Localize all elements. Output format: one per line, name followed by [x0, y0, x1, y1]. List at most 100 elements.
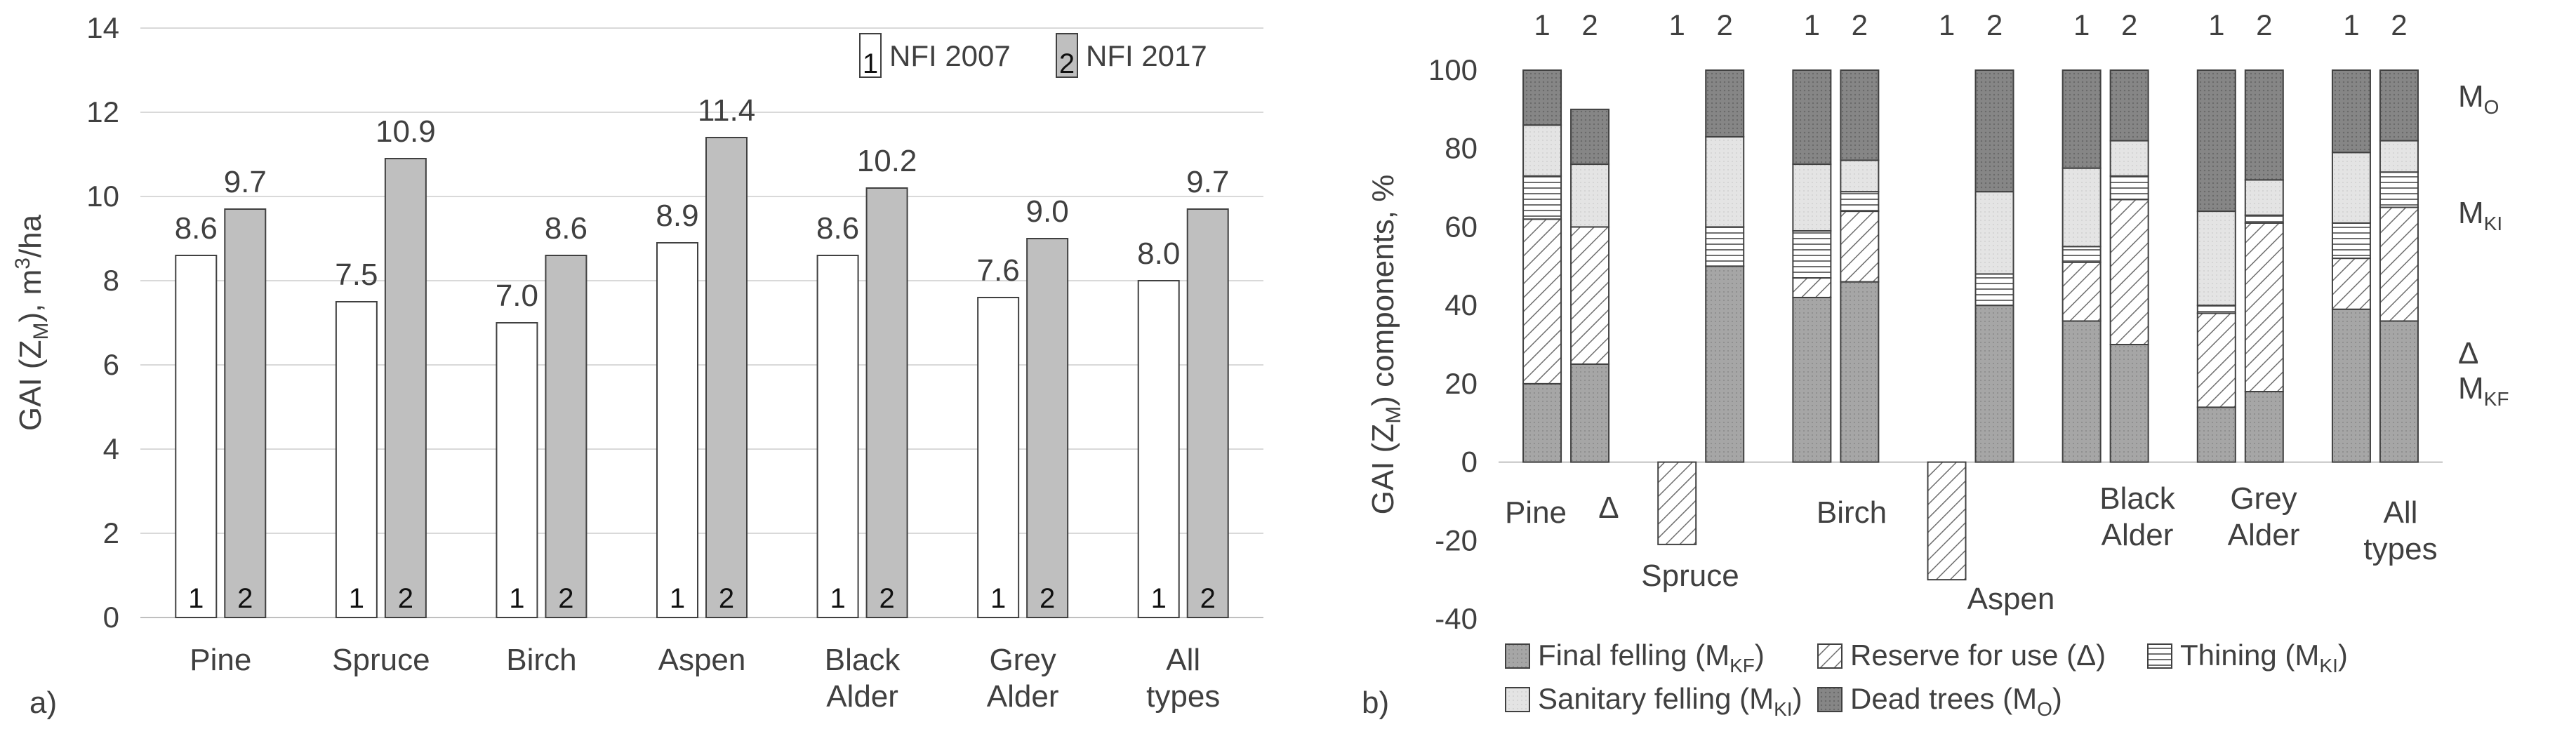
bar-marker: 1 [670, 583, 685, 614]
side-label-final: MKF [2458, 371, 2509, 410]
bar-1 [496, 322, 538, 618]
segment-thinning [2196, 305, 2236, 314]
segment-reserve [1657, 461, 1697, 545]
y-tick-label: 0 [103, 601, 119, 634]
legend-swatch [859, 33, 882, 78]
legend-swatch-dead [1817, 687, 1843, 712]
bar-1 [656, 242, 698, 618]
bar-2 [545, 255, 587, 618]
bar-1 [335, 301, 378, 618]
segment-thinning [2062, 246, 2102, 263]
y-axis-label: GAI (ZM) components, % [1366, 175, 1405, 515]
segment-sanitary [1705, 135, 1745, 228]
y-tick-label: 100 [1428, 53, 1478, 86]
segment-reserve [1570, 226, 1610, 365]
side-label-dead: MO [2458, 79, 2499, 118]
bar-marker: 1 [2343, 8, 2359, 41]
segment-dead [2244, 69, 2284, 181]
y-tick-label: 6 [103, 348, 119, 381]
segment-thinning [1792, 230, 1832, 279]
segment-final [1840, 281, 1880, 463]
y-tick-label: 8 [103, 264, 119, 297]
data-label: 8.6 [175, 211, 218, 246]
bar-marker: 2 [879, 583, 894, 614]
bar-marker: 2 [1200, 583, 1216, 614]
segment-dead [1974, 69, 2014, 193]
x-tick-label: Pine [190, 643, 251, 677]
x-tick-label: Grey Alder [2228, 481, 2300, 552]
bar-2 [1186, 208, 1229, 618]
y-tick-label: 0 [1461, 446, 1478, 479]
side-label-sanitary: MKI [2458, 196, 2502, 234]
segment-dead [2062, 69, 2102, 169]
y-tick-label: 4 [103, 432, 119, 465]
segment-final [1792, 296, 1832, 463]
bar-marker: 2 [1986, 8, 2003, 41]
segment-dead [1522, 69, 1562, 126]
segment-reserve [2331, 258, 2371, 310]
segment-final [2379, 320, 2419, 463]
panel-label: a) [29, 686, 57, 720]
bar-marker: 1 [188, 583, 204, 614]
data-label: 9.7 [224, 165, 267, 199]
segment-dead [1792, 69, 1832, 166]
bar-marker: 1 [1939, 8, 1955, 41]
bar-marker: 2 [2256, 8, 2272, 41]
segment-final [1522, 382, 1562, 463]
side-label-reserve: Δ [2458, 336, 2478, 370]
data-label: 11.4 [698, 93, 755, 128]
segment-final [2244, 391, 2284, 463]
legend-label: NFI 2007 [889, 39, 1011, 72]
bar-marker: 2 [2121, 8, 2137, 41]
bar-1 [816, 255, 859, 618]
segment-thinning [1974, 273, 2014, 307]
segment-thinning [1705, 226, 1745, 267]
x-tick-label: Black Alder [825, 643, 901, 714]
segment-final [2331, 308, 2371, 463]
segment-final [1570, 363, 1610, 463]
legend-marker: 1 [863, 48, 878, 79]
segment-thinning [2331, 222, 2371, 260]
bar-2 [224, 208, 267, 618]
bar-marker: 2 [719, 583, 734, 614]
segment-sanitary [2244, 179, 2284, 216]
segment-reserve [2244, 222, 2284, 393]
segment-dead [2196, 69, 2236, 213]
chart-a: 024681012148.619.72Pine7.5110.92Spruce7.… [11, 11, 1263, 720]
bar-marker: 2 [558, 583, 573, 614]
bar-marker: 2 [1581, 8, 1598, 41]
segment-thinning [2379, 171, 2419, 208]
segment-final [1974, 305, 2014, 463]
x-tick-label: Grey Alder [987, 643, 1059, 714]
bar-2 [705, 137, 748, 618]
bar-2 [865, 187, 908, 618]
segment-reserve [1840, 211, 1880, 283]
data-label: 7.6 [977, 253, 1020, 288]
data-label: 8.9 [656, 199, 698, 233]
bar-2 [1026, 238, 1069, 618]
legend-swatch-final [1505, 643, 1530, 669]
bar-2 [384, 158, 427, 618]
panel-label: b) [1362, 686, 1389, 720]
segment-sanitary [1974, 191, 2014, 275]
segment-final [2196, 406, 2236, 463]
x-tick-label: All types [2363, 495, 2437, 566]
data-label: 7.5 [335, 258, 378, 292]
segment-reserve [1927, 461, 1967, 581]
segment-final [2062, 320, 2102, 463]
bar-marker: 2 [1717, 8, 1733, 41]
bar-marker: 1 [1669, 8, 1685, 41]
segment-thinning [1840, 191, 1880, 213]
y-axis-label: GAI (ZM), m3/ha [11, 214, 53, 431]
x-tick-label: Spruce [332, 643, 430, 677]
segment-sanitary [1570, 163, 1610, 228]
segment-reserve [1792, 277, 1832, 298]
bar-marker: 2 [237, 583, 253, 614]
segment-sanitary [1840, 159, 1880, 193]
segment-reserve [1522, 218, 1562, 385]
x-tick-label: All types [1146, 643, 1220, 714]
legend-swatch [1056, 33, 1078, 78]
segment-reserve [2196, 312, 2236, 408]
x-tick-label: Pine [1505, 495, 1567, 530]
